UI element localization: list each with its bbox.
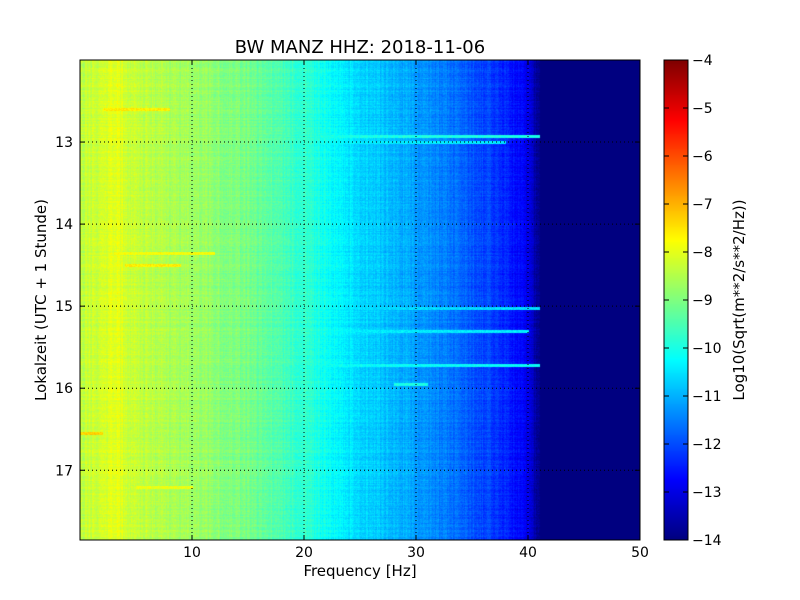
colorbar-tick-label: −10	[692, 341, 722, 357]
x-tick-label: 20	[295, 545, 313, 561]
plot-area: 10 20 30 40 50 13 14 15 16 17	[55, 59, 649, 561]
colorbar-tick-label: −13	[692, 485, 722, 501]
x-axis: 10 20 30 40 50	[183, 60, 649, 561]
y-tick-label: 15	[55, 299, 73, 315]
x-tick-label: 40	[519, 545, 537, 561]
y-tick-label: 16	[55, 381, 73, 397]
x-axis-title: Frequency [Hz]	[303, 562, 416, 580]
x-tick-label: 30	[407, 545, 425, 561]
x-tick-label: 50	[631, 545, 649, 561]
colorbar-tick-label: −12	[692, 437, 722, 453]
chart-title: BW MANZ HHZ: 2018-11-06	[235, 37, 485, 58]
y-axis-title: Lokalzeit (UTC + 1 Stunde)	[32, 199, 50, 401]
y-tick-label: 13	[55, 135, 73, 151]
colorbar-tick-label: −11	[692, 389, 722, 405]
spectrogram-heatmap	[80, 60, 640, 540]
y-tick-label: 17	[55, 463, 73, 479]
colorbar-tick-label: −5	[692, 101, 713, 117]
grid-lines	[80, 60, 640, 540]
colorbar-tick-label: −14	[692, 533, 722, 549]
y-axis: 13 14 15 16 17	[55, 135, 640, 479]
colorbar-ticks: −4 −5 −6 −7 −8 −9 −10 −11 −12 −13 −14	[664, 53, 722, 549]
colorbar-tick-label: −8	[692, 245, 713, 261]
colorbar-tick-label: −7	[692, 197, 713, 213]
colorbar-label: Log10(Sqrt(m**2/s**2/Hz))	[730, 199, 748, 400]
x-tick-label: 10	[183, 545, 201, 561]
plot-frame	[79, 59, 641, 541]
colorbar-tick-label: −4	[692, 53, 713, 69]
colorbar: −4 −5 −6 −7 −8 −9 −10 −11 −12 −13 −14	[663, 53, 722, 549]
colorbar-tick-label: −9	[692, 293, 713, 309]
y-tick-label: 14	[55, 217, 73, 233]
colorbar-tick-label: −6	[692, 149, 713, 165]
